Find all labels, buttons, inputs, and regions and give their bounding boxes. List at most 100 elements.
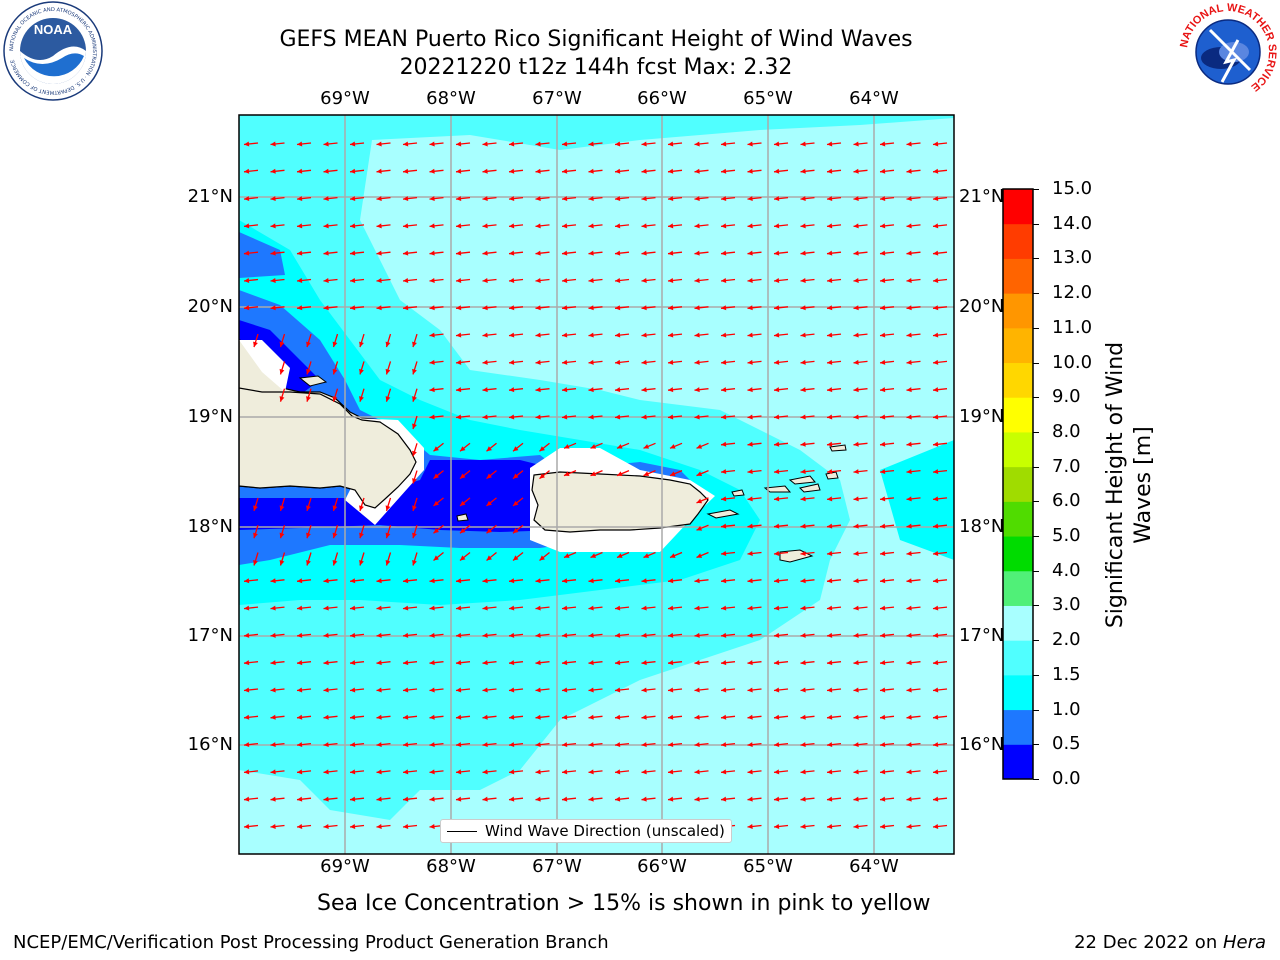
wind-arrow xyxy=(455,196,471,202)
wind-arrow xyxy=(879,387,895,393)
wind-arrow xyxy=(879,496,895,502)
footer-host: Hera xyxy=(1222,932,1266,953)
wind-arrow xyxy=(359,497,365,512)
legend-line-icon xyxy=(447,830,477,832)
wind-arrow xyxy=(667,196,683,202)
wind-arrow xyxy=(402,687,418,693)
wind-arrow xyxy=(643,470,656,477)
wind-arrow xyxy=(561,605,577,611)
wind-arrow xyxy=(270,687,285,693)
wind-arrow xyxy=(482,196,497,202)
wind-arrow xyxy=(455,578,471,584)
wind-arrow xyxy=(694,305,709,311)
wind-arrow xyxy=(667,769,683,775)
wind-arrow xyxy=(588,714,603,720)
wind-arrow xyxy=(508,742,524,748)
wind-arrow xyxy=(720,168,736,174)
colorbar-segment xyxy=(1003,223,1033,259)
wind-arrow xyxy=(588,359,603,365)
wind-arrow xyxy=(906,823,921,829)
wind-arrow xyxy=(906,141,921,147)
wind-arrow xyxy=(643,442,656,449)
wind-arrow xyxy=(270,823,285,829)
wind-arrow xyxy=(482,141,497,147)
wind-arrow xyxy=(486,551,497,562)
lat-tick-right: 20°N xyxy=(959,296,1005,317)
wind-arrow xyxy=(563,442,577,449)
wind-arrow xyxy=(429,742,444,748)
wind-arrow xyxy=(747,687,762,693)
wind-arrow xyxy=(482,359,497,365)
wind-arrow xyxy=(561,414,577,420)
wind-arrow xyxy=(800,823,815,829)
wind-arrow xyxy=(800,632,815,638)
wind-arrow xyxy=(385,552,392,566)
wind-arrow xyxy=(243,714,259,720)
wind-arrow xyxy=(429,605,444,611)
wind-arrow xyxy=(535,387,550,393)
colorbar-tick xyxy=(1033,570,1039,572)
wind-arrow xyxy=(614,141,630,147)
wind-arrow xyxy=(773,414,789,420)
wind-arrow xyxy=(853,332,868,338)
colorbar-tick xyxy=(1033,431,1039,433)
colorbar-tick-label: 12.0 xyxy=(1052,282,1093,304)
wind-arrow xyxy=(641,168,656,174)
colorbar-tick-label: 0.5 xyxy=(1052,733,1081,755)
wind-arrow xyxy=(590,442,603,449)
wind-arrow xyxy=(482,387,497,393)
wind-arrow xyxy=(482,305,497,311)
wind-arrow xyxy=(270,196,285,202)
colorbar-tick-label: 0.0 xyxy=(1052,768,1081,789)
wind-arrow xyxy=(932,605,948,611)
wind-arrow xyxy=(800,168,815,174)
wind-arrow xyxy=(800,796,815,802)
wind-arrow xyxy=(486,497,497,507)
wind-arrow xyxy=(385,361,392,375)
wind-arrow xyxy=(429,714,444,720)
wind-arrow xyxy=(433,497,444,507)
wind-arrow xyxy=(667,359,683,365)
wind-arrow xyxy=(535,714,550,720)
wind-arrow xyxy=(561,141,577,147)
wind-arrow xyxy=(455,714,471,720)
wind-arrow xyxy=(402,605,418,611)
wind-arrow xyxy=(535,414,550,420)
colorbar-tick-label: 11.0 xyxy=(1052,316,1093,338)
wind-arrow xyxy=(747,632,762,638)
wind-arrow xyxy=(641,305,656,311)
wind-arrow xyxy=(243,687,259,693)
wind-arrow xyxy=(535,769,550,775)
wind-arrow xyxy=(376,168,391,174)
wind-arrow xyxy=(932,496,948,502)
wind-arrow xyxy=(773,660,789,666)
wind-arrow xyxy=(402,742,418,748)
wind-arrow xyxy=(433,470,444,480)
wind-arrow xyxy=(853,714,868,720)
wind-arrow xyxy=(243,578,259,584)
wind-arrow xyxy=(561,387,577,393)
wind-arrow xyxy=(433,551,444,562)
wind-arrow xyxy=(535,687,550,693)
wind-arrow xyxy=(667,660,683,666)
wind-arrow xyxy=(773,823,789,829)
wind-arrow xyxy=(667,714,683,720)
wind-arrow xyxy=(243,769,259,775)
wind-arrow xyxy=(508,632,524,638)
wind-arrow xyxy=(482,632,497,638)
wind-arrow xyxy=(349,687,365,693)
wind-arrow xyxy=(455,359,471,365)
wind-arrow xyxy=(853,823,868,829)
wind-arrow xyxy=(747,141,762,147)
wind-arrow xyxy=(826,469,842,475)
wind-arrow xyxy=(459,524,471,534)
wind-arrow xyxy=(508,714,524,720)
wind-arrow xyxy=(455,277,471,283)
colorbar-tick-label: 5.0 xyxy=(1052,525,1081,547)
wind-arrow xyxy=(879,141,895,147)
colorbar-tick-label: 10.0 xyxy=(1052,351,1093,373)
wind-arrow xyxy=(588,796,603,802)
wind-arrow xyxy=(932,305,948,311)
wind-arrow xyxy=(270,250,285,256)
wind-arrow xyxy=(376,141,391,147)
